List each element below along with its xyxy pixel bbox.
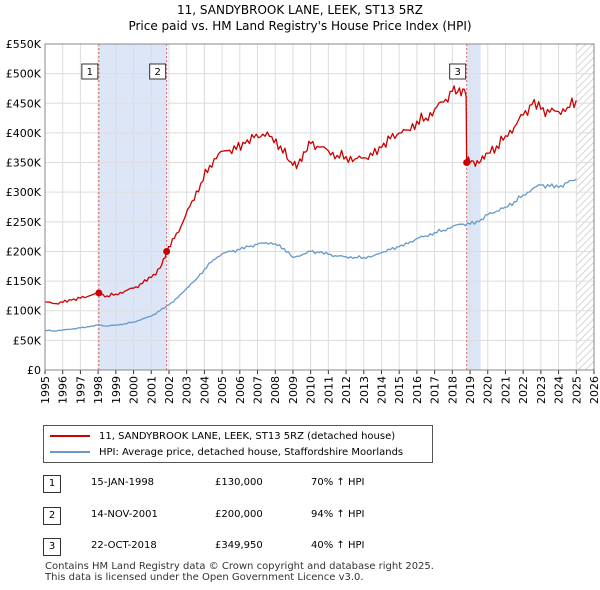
y-tick-label: £300K — [6, 186, 42, 199]
x-tick-label: 2008 — [269, 376, 282, 404]
sale-point — [163, 247, 171, 255]
legend-swatch-property — [50, 435, 90, 437]
legend-item-property: 11, SANDYBROOK LANE, LEEK, ST13 5RZ (det… — [50, 428, 395, 444]
x-tick-label: 1996 — [57, 376, 70, 404]
footer-attribution: Contains HM Land Registry data © Crown c… — [45, 561, 434, 583]
hpi-line — [44, 178, 577, 332]
sale-point — [95, 289, 103, 297]
x-tick-label: 2019 — [464, 376, 477, 404]
x-tick-label: 2001 — [145, 376, 158, 404]
x-tick-label: 2017 — [429, 376, 442, 404]
x-tick-label: 1998 — [92, 376, 105, 404]
x-tick-label: 1999 — [110, 376, 123, 404]
shaded-period-band — [466, 44, 481, 370]
transaction-date: 14-NOV-2001 — [91, 509, 158, 520]
sale-number-label: 3 — [454, 67, 460, 78]
y-tick-label: £100K — [6, 305, 42, 318]
transaction-number-badge: 1 — [43, 475, 61, 493]
x-tick-label: 2006 — [234, 376, 247, 404]
x-tick-label: 2018 — [446, 376, 459, 404]
x-tick-label: 2010 — [305, 376, 318, 404]
transaction-date: 15-JAN-1998 — [91, 477, 155, 488]
x-tick-label: 2015 — [393, 376, 406, 404]
y-tick-label: £500K — [6, 68, 42, 81]
x-tick-label: 1995 — [39, 376, 52, 404]
x-tick-label: 2013 — [358, 376, 371, 404]
legend-swatch-hpi — [50, 451, 90, 453]
x-tick-label: 2012 — [340, 376, 353, 404]
x-tick-label: 2009 — [287, 376, 300, 404]
sale-number-box — [449, 63, 467, 80]
sale-number-box — [81, 63, 99, 80]
x-tick-label: 2002 — [163, 376, 176, 404]
transaction-hpi-delta: 94% ↑ HPI — [311, 509, 365, 520]
x-tick-label: 2007 — [252, 376, 265, 404]
x-tick-label: 2005 — [216, 376, 229, 404]
x-tick-label: 2023 — [535, 376, 548, 404]
transaction-hpi-delta: 40% ↑ HPI — [311, 540, 365, 551]
sale-number-box — [149, 63, 167, 80]
footer-line-1: Contains HM Land Registry data © Crown c… — [45, 561, 434, 572]
transaction-hpi-delta: 70% ↑ HPI — [311, 477, 365, 488]
transaction-price: £200,000 — [215, 509, 263, 520]
y-tick-label: £550K — [6, 38, 42, 51]
transaction-price: £349,950 — [215, 540, 263, 551]
legend-label-hpi: HPI: Average price, detached house, Staf… — [99, 446, 404, 458]
x-tick-label: 2016 — [411, 376, 424, 404]
property-price-line — [44, 85, 577, 305]
legend-item-hpi: HPI: Average price, detached house, Staf… — [50, 444, 403, 460]
x-tick-label: 1997 — [74, 376, 87, 404]
transaction-price: £130,000 — [215, 477, 263, 488]
x-tick-label: 2014 — [375, 376, 388, 404]
x-tick-label: 2026 — [588, 376, 600, 404]
chart-svg: £0 £50K £100K £150K £200K £250K £300K £350K £400… — [6, 38, 600, 404]
transaction-number-badge: 2 — [43, 507, 61, 525]
y-tick-label: £350K — [6, 157, 42, 170]
y-tick-label: £50K — [13, 334, 42, 347]
transaction-number-badge: 3 — [43, 538, 61, 556]
chart-title-line-2: Price paid vs. HM Land Registry's House … — [128, 19, 472, 33]
x-tick-label: 2022 — [517, 376, 530, 404]
x-tick-label: 2000 — [128, 376, 141, 404]
y-tick-label: £0 — [27, 364, 41, 377]
shaded-period-band — [98, 44, 167, 370]
plot-frame — [44, 43, 595, 371]
x-tick-label: 2024 — [553, 376, 566, 404]
chart-title-line-1: 11, SANDYBROOK LANE, LEEK, ST13 5RZ — [177, 3, 423, 17]
sale-number-label: 2 — [154, 67, 160, 78]
x-tick-label: 2020 — [482, 376, 495, 404]
x-tick-label: 2004 — [198, 376, 211, 404]
y-tick-label: £200K — [6, 245, 42, 258]
y-tick-label: £150K — [6, 275, 42, 288]
x-tick-label: 2003 — [181, 376, 194, 404]
sale-number-label: 1 — [87, 67, 93, 78]
x-tick-label: 2021 — [499, 376, 512, 404]
y-tick-label: £450K — [6, 97, 42, 110]
forecast-hatch-region — [576, 44, 594, 370]
sale-point — [463, 159, 471, 167]
transaction-date: 22-OCT-2018 — [91, 540, 157, 551]
chart-legend: 11, SANDYBROOK LANE, LEEK, ST13 5RZ (det… — [43, 425, 433, 463]
footer-line-2: This data is licensed under the Open Gov… — [45, 572, 364, 583]
x-tick-label: 2025 — [570, 376, 583, 404]
y-tick-label: £400K — [6, 127, 42, 140]
legend-label-property: 11, SANDYBROOK LANE, LEEK, ST13 5RZ (det… — [99, 430, 396, 442]
y-tick-label: £250K — [6, 216, 42, 229]
x-tick-label: 2011 — [322, 376, 335, 404]
